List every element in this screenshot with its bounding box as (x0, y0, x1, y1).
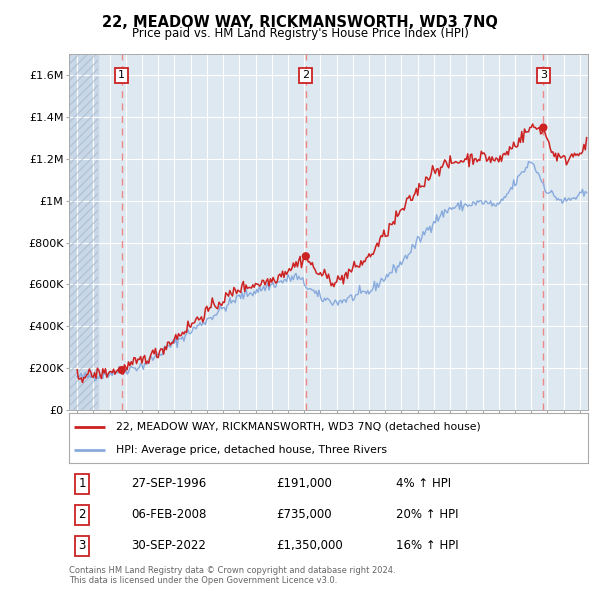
Bar (69, 54, 98, 410)
Point (117, 365, 127, 375)
Text: 30-SEP-2022: 30-SEP-2022 (131, 539, 206, 552)
Bar (69, 54, 98, 410)
Text: 1: 1 (118, 70, 125, 80)
Text: 2: 2 (78, 508, 86, 522)
Text: 22, MEADOW WAY, RICKMANSWORTH, WD3 7NQ: 22, MEADOW WAY, RICKMANSWORTH, WD3 7NQ (102, 15, 498, 30)
Text: 20% ↑ HPI: 20% ↑ HPI (396, 508, 458, 522)
Text: HPI: Average price, detached house, Three Rivers: HPI: Average price, detached house, Thre… (116, 445, 387, 455)
Text: 4% ↑ HPI: 4% ↑ HPI (396, 477, 451, 490)
Text: 3: 3 (78, 539, 86, 552)
Point (301, 251, 311, 261)
Text: 3: 3 (540, 70, 547, 80)
Text: 27-SEP-1996: 27-SEP-1996 (131, 477, 206, 490)
Text: £1,350,000: £1,350,000 (277, 539, 343, 552)
Text: Price paid vs. HM Land Registry's House Price Index (HPI): Price paid vs. HM Land Registry's House … (131, 27, 469, 40)
Text: 16% ↑ HPI: 16% ↑ HPI (396, 539, 458, 552)
Text: £191,000: £191,000 (277, 477, 332, 490)
Text: Contains HM Land Registry data © Crown copyright and database right 2024.
This d: Contains HM Land Registry data © Crown c… (69, 566, 395, 585)
Text: 1: 1 (78, 477, 86, 490)
Text: 2: 2 (302, 70, 310, 80)
Text: 06-FEB-2008: 06-FEB-2008 (131, 508, 206, 522)
Text: £735,000: £735,000 (277, 508, 332, 522)
Text: 22, MEADOW WAY, RICKMANSWORTH, WD3 7NQ (detached house): 22, MEADOW WAY, RICKMANSWORTH, WD3 7NQ (… (116, 421, 481, 431)
Point (539, 123, 548, 132)
